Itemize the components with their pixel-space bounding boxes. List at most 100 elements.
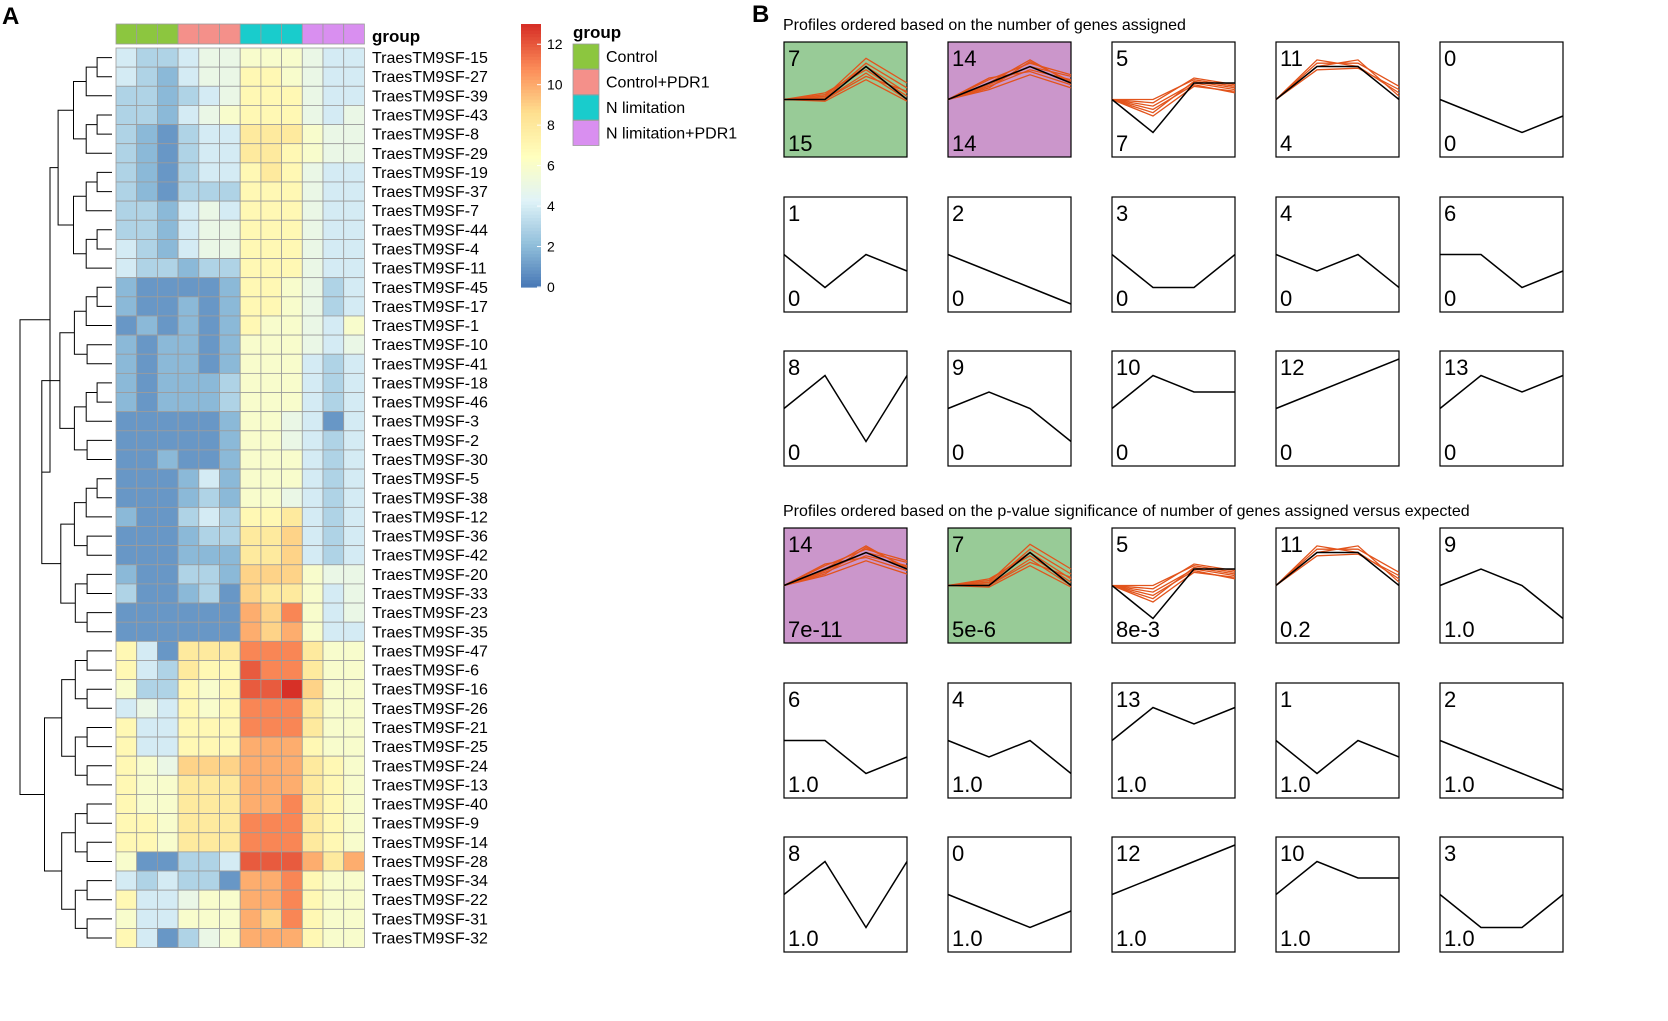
heatmap-cell — [115, 851, 138, 872]
gene-trace — [783, 560, 908, 587]
heatmap-cell — [115, 430, 138, 451]
colorbar-segment — [521, 171, 541, 176]
heatmap-cell — [260, 353, 282, 374]
heatmap-cell — [156, 66, 179, 87]
profile-count: 1.0 — [1444, 617, 1475, 642]
heatmap-cell — [343, 105, 365, 125]
heatmap-cell — [343, 621, 365, 642]
profile-5: 57 — [1111, 41, 1236, 158]
row-label: TraesTM9SF-34 — [372, 873, 488, 890]
heatmap-cell — [343, 545, 365, 566]
colorbar-segment — [521, 66, 541, 71]
heatmap-cell — [301, 430, 324, 451]
heatmap-cell — [115, 928, 138, 948]
heatmap-cell — [260, 238, 282, 259]
heatmap-cell — [343, 506, 365, 527]
row-label: TraesTM9SF-2 — [372, 433, 479, 450]
heatmap-cell — [115, 698, 138, 719]
heatmap-cell — [136, 602, 158, 623]
colorbar-segment — [521, 280, 541, 285]
heatmap-cell — [177, 372, 200, 393]
row-label: TraesTM9SF-39 — [372, 88, 488, 105]
heatmap-cell — [301, 238, 324, 259]
colorbar-segment — [521, 106, 541, 111]
heatmap-cell — [198, 219, 220, 240]
heatmap-cell — [322, 564, 345, 585]
heatmap-cell — [322, 545, 345, 566]
profile-id: 0 — [1444, 46, 1456, 71]
heatmap-cell — [156, 162, 179, 183]
colorbar-segment — [521, 40, 541, 45]
gene-trace — [1111, 80, 1236, 114]
colorbar-segment — [521, 168, 541, 173]
heatmap-cell — [281, 411, 303, 432]
heatmap-cell — [156, 583, 179, 604]
colorbar-segment — [521, 47, 541, 51]
heatmap-cell — [115, 755, 138, 776]
profile-count: 0 — [788, 440, 800, 465]
colorbar-segment — [521, 145, 541, 150]
heatmap-cell — [177, 851, 200, 872]
profile-id: 4 — [952, 687, 964, 712]
heatmap-cell — [322, 583, 345, 604]
heatmap-cell — [198, 85, 220, 106]
colorbar-segment — [521, 188, 541, 193]
heatmap-cell — [156, 430, 179, 451]
profile-box — [1275, 682, 1400, 799]
profile-8: 80 — [783, 350, 908, 467]
heatmap-cell — [156, 526, 179, 547]
heatmap-cell — [219, 564, 241, 585]
heatmap-cell — [322, 794, 345, 815]
heatmap-cell — [239, 296, 262, 317]
profile-id: 10 — [1116, 355, 1140, 380]
heatmap-cell — [322, 47, 345, 68]
colorbar-tick-label: 0 — [547, 279, 555, 295]
heatmap-cell — [239, 219, 262, 240]
profile-id: 14 — [952, 46, 976, 71]
colorbar-segment — [521, 194, 541, 199]
profile-id: 3 — [1116, 201, 1128, 226]
heatmap-cell — [156, 736, 179, 757]
heatmap-cell — [198, 717, 220, 738]
dendrogram-link — [73, 81, 87, 140]
profile-box — [1275, 836, 1400, 953]
row-label: TraesTM9SF-6 — [372, 663, 479, 680]
heatmap-cell — [198, 487, 220, 508]
heatmap-cell — [343, 487, 365, 508]
row-label: TraesTM9SF-35 — [372, 624, 488, 641]
heatmap-cell — [281, 449, 303, 470]
colorbar-segment — [521, 152, 541, 157]
model-profile-line — [783, 860, 908, 929]
colorbar-segment — [521, 70, 541, 74]
dendrogram-link — [85, 124, 112, 154]
heatmap-cell — [219, 124, 241, 145]
gene-trace — [1111, 82, 1236, 107]
heatmap-cell — [115, 219, 138, 240]
heatmap-cell — [136, 755, 158, 776]
heatmap-cell — [260, 928, 282, 948]
heatmap-cell — [115, 506, 138, 527]
heatmap-cell — [281, 315, 303, 336]
heatmap-cell — [198, 755, 220, 776]
model-profile-line — [1111, 82, 1235, 134]
profile-box — [1111, 196, 1236, 313]
heatmap-cell — [115, 334, 138, 355]
heatmap-cell — [156, 832, 179, 853]
heatmap-cell — [177, 755, 200, 776]
heatmap-cell — [115, 353, 138, 374]
heatmap-cell — [219, 774, 241, 795]
colorbar-segment — [521, 86, 541, 91]
heatmap-cell — [198, 621, 220, 642]
heatmap-cell — [239, 526, 262, 547]
heatmap-cell — [156, 47, 179, 68]
gene-trace — [783, 78, 908, 102]
heatmap-cell — [177, 124, 200, 145]
colorbar-segment — [521, 260, 541, 265]
heatmap-cell — [156, 813, 179, 834]
heatmap-cell — [322, 334, 345, 355]
heatmap-cell — [198, 889, 220, 910]
colorbar-segment — [521, 129, 541, 134]
profile-id: 8 — [788, 355, 800, 380]
heatmap-cell — [198, 430, 220, 451]
gene-trace — [947, 548, 1072, 587]
